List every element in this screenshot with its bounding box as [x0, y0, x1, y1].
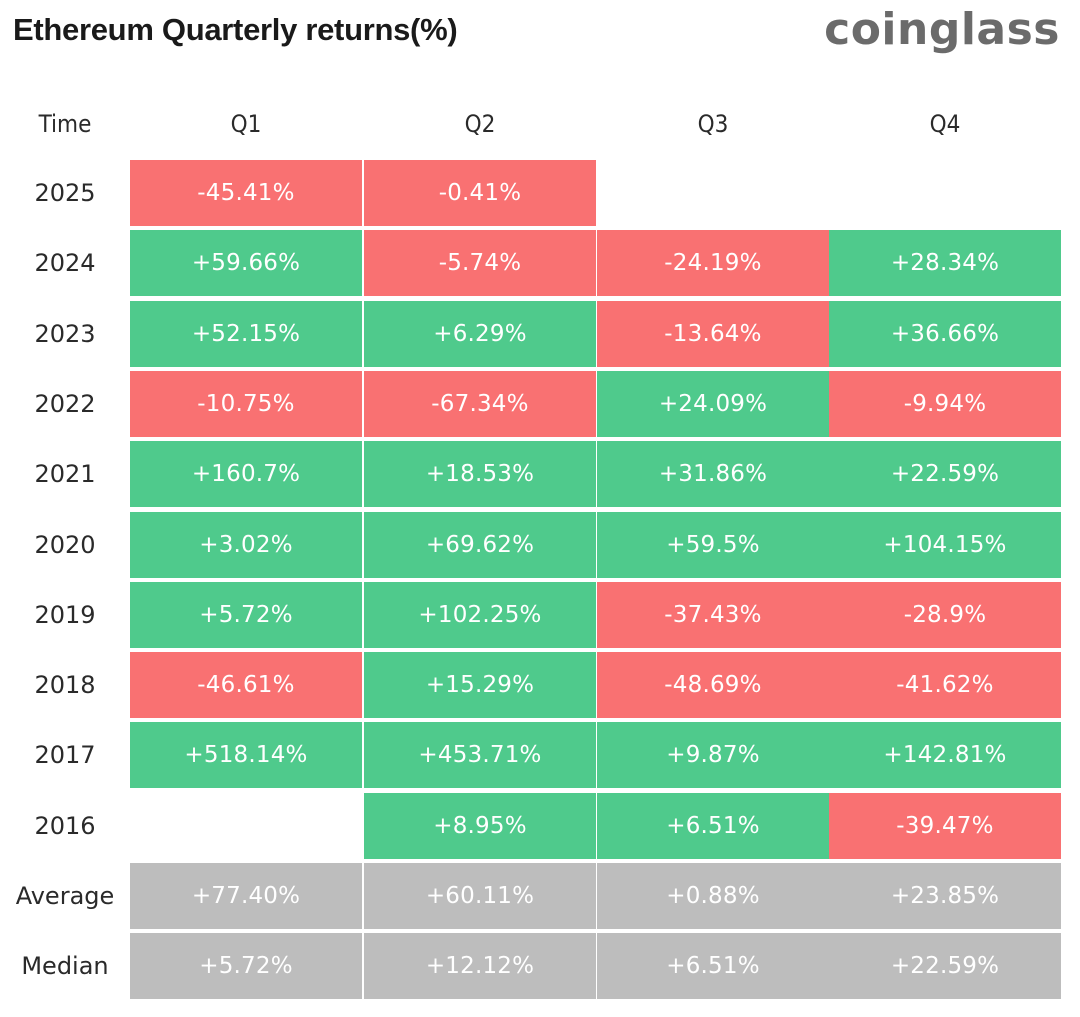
cell-2024-q3: -24.19% [597, 230, 829, 296]
cell-2017-q4: +142.81% [829, 722, 1061, 788]
header-q2: Q2 [464, 110, 496, 138]
cell-2025-q1: -45.41% [130, 160, 362, 226]
header-q4: Q4 [929, 110, 961, 138]
cell-2016-q4: -39.47% [829, 793, 1061, 859]
cell-2023-q1: +52.15% [130, 301, 362, 367]
row-label-2025: 2025 [34, 179, 96, 207]
cell-2021-q1: +160.7% [130, 441, 362, 507]
cell-2020-q4: +104.15% [829, 512, 1061, 578]
cell-2024-q4: +28.34% [829, 230, 1061, 296]
row-label-2018: 2018 [34, 671, 96, 699]
cell-2019-q1: +5.72% [130, 582, 362, 648]
row-label-2024: 2024 [34, 249, 96, 277]
cell-2017-q2: +453.71% [364, 722, 596, 788]
cell-average-q1: +77.40% [130, 863, 362, 929]
cell-2020-q1: +3.02% [130, 512, 362, 578]
cell-2023-q2: +6.29% [364, 301, 596, 367]
cell-2024-q1: +59.66% [130, 230, 362, 296]
cell-2025-q2: -0.41% [364, 160, 596, 226]
cell-average-q4: +23.85% [829, 863, 1061, 929]
cell-2022-q3: +24.09% [597, 371, 829, 437]
cell-median-q1: +5.72% [130, 933, 362, 999]
row-label-2020: 2020 [34, 531, 96, 559]
cell-median-q3: +6.51% [597, 933, 829, 999]
cell-2020-q3: +59.5% [597, 512, 829, 578]
cell-2017-q3: +9.87% [597, 722, 829, 788]
cell-2019-q4: -28.9% [829, 582, 1061, 648]
cell-2021-q2: +18.53% [364, 441, 596, 507]
cell-2020-q2: +69.62% [364, 512, 596, 578]
row-label-2021: 2021 [34, 460, 96, 488]
cell-2019-q3: -37.43% [597, 582, 829, 648]
cell-2018-q2: +15.29% [364, 652, 596, 718]
row-label-2019: 2019 [34, 601, 96, 629]
cell-average-q2: +60.11% [364, 863, 596, 929]
cell-2023-q4: +36.66% [829, 301, 1061, 367]
cell-2022-q2: -67.34% [364, 371, 596, 437]
cell-2022-q1: -10.75% [130, 371, 362, 437]
header-q3: Q3 [697, 110, 729, 138]
cell-2018-q4: -41.62% [829, 652, 1061, 718]
row-label-2016: 2016 [34, 812, 96, 840]
cell-2021-q3: +31.86% [597, 441, 829, 507]
cell-2018-q3: -48.69% [597, 652, 829, 718]
cell-2016-q3: +6.51% [597, 793, 829, 859]
row-label-2023: 2023 [34, 320, 96, 348]
header-q1: Q1 [230, 110, 262, 138]
row-label-median: Median [21, 952, 109, 980]
row-label-average: Average [15, 882, 115, 910]
cell-2019-q2: +102.25% [364, 582, 596, 648]
coinglass-logo: coinglass [824, 4, 1060, 55]
chart-title: Ethereum Quarterly returns(%) [13, 12, 458, 47]
cell-2023-q3: -13.64% [597, 301, 829, 367]
cell-average-q3: +0.88% [597, 863, 829, 929]
cell-2017-q1: +518.14% [130, 722, 362, 788]
cell-2018-q1: -46.61% [130, 652, 362, 718]
header-time: Time [38, 110, 92, 138]
cell-median-q4: +22.59% [829, 933, 1061, 999]
cell-2016-q2: +8.95% [364, 793, 596, 859]
cell-median-q2: +12.12% [364, 933, 596, 999]
row-label-2022: 2022 [34, 390, 96, 418]
cell-2024-q2: -5.74% [364, 230, 596, 296]
cell-2022-q4: -9.94% [829, 371, 1061, 437]
cell-2021-q4: +22.59% [829, 441, 1061, 507]
row-label-2017: 2017 [34, 741, 96, 769]
